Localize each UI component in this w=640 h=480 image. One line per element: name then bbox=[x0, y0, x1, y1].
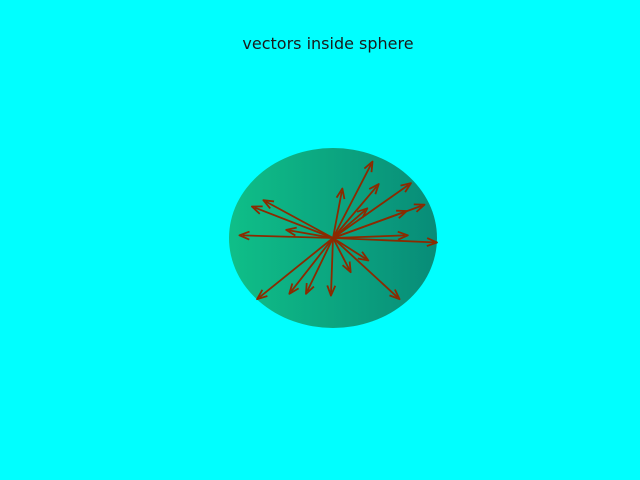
vector-shaft bbox=[258, 237, 334, 299]
vector-arrow bbox=[332, 182, 412, 239]
vector-arrow bbox=[332, 160, 374, 239]
vector-head bbox=[250, 205, 263, 215]
vector-shaft bbox=[254, 206, 334, 239]
vector-arrow bbox=[332, 187, 346, 239]
vector-head bbox=[256, 289, 268, 301]
vector-head bbox=[288, 283, 300, 295]
vector-shaft bbox=[332, 184, 410, 239]
vector-shaft bbox=[332, 237, 367, 260]
vector-arrows bbox=[238, 160, 438, 301]
vector-head bbox=[426, 237, 438, 247]
vector-head bbox=[368, 183, 380, 195]
vector-head bbox=[356, 207, 369, 219]
vector-shaft bbox=[332, 234, 405, 239]
vector-shaft bbox=[332, 209, 366, 239]
vector-arrow bbox=[332, 207, 369, 239]
vector-arrow bbox=[332, 237, 401, 301]
vector-shaft bbox=[265, 200, 334, 239]
vector-arrow bbox=[332, 230, 409, 241]
vector-shaft bbox=[290, 237, 334, 292]
vector-shaft bbox=[332, 191, 343, 239]
vector-head bbox=[389, 289, 401, 301]
vector-shaft bbox=[330, 237, 334, 293]
vector-arrow bbox=[250, 205, 334, 239]
chart-title: vectors inside sphere bbox=[242, 34, 413, 53]
vector-arrow bbox=[332, 237, 370, 262]
vector-shaft bbox=[306, 237, 334, 292]
vector-head bbox=[397, 230, 409, 241]
vector-shaft bbox=[332, 237, 351, 270]
vector-head bbox=[357, 251, 370, 262]
vector-head bbox=[335, 187, 346, 200]
vector-shaft bbox=[332, 163, 372, 239]
vector-arrow bbox=[288, 237, 334, 295]
vector-arrow bbox=[332, 209, 408, 239]
vector-head bbox=[363, 160, 374, 173]
vector-arrow bbox=[285, 226, 334, 239]
vector-head bbox=[413, 203, 426, 213]
vector-arrow bbox=[262, 199, 334, 239]
vector-arrow bbox=[256, 237, 334, 301]
vector-shaft bbox=[242, 234, 334, 239]
vector-head bbox=[262, 199, 275, 210]
vector-shaft bbox=[332, 211, 405, 239]
vector-arrow bbox=[305, 237, 334, 295]
vector-head bbox=[238, 230, 250, 241]
vector-shaft bbox=[332, 237, 398, 298]
vector-arrow bbox=[332, 237, 438, 247]
vector-shaft bbox=[332, 185, 378, 239]
vector-arrow bbox=[326, 237, 337, 297]
vector-arrow bbox=[332, 237, 352, 274]
vector-arrow bbox=[238, 230, 334, 241]
vector-arrow bbox=[332, 183, 380, 239]
vector-head bbox=[396, 209, 408, 219]
vector-head bbox=[326, 285, 337, 297]
vector-shaft bbox=[289, 229, 334, 239]
vector-shaft bbox=[332, 237, 435, 244]
vector-head bbox=[341, 261, 352, 274]
vector-head bbox=[400, 182, 412, 193]
vector-head bbox=[285, 226, 297, 237]
vector-head bbox=[305, 282, 315, 295]
